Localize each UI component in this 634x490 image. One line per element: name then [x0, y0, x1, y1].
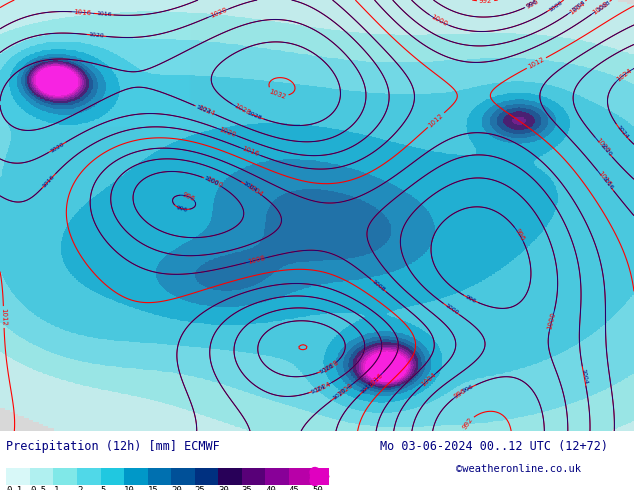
Text: 1012: 1012 — [527, 56, 546, 70]
Text: 0.5: 0.5 — [30, 487, 46, 490]
Text: 1016: 1016 — [241, 146, 260, 158]
Text: 996: 996 — [462, 384, 475, 393]
Text: 1000: 1000 — [430, 14, 448, 27]
Text: 1016: 1016 — [96, 11, 112, 17]
Text: 0.1: 0.1 — [6, 487, 22, 490]
Bar — [242, 467, 266, 485]
Text: 1000: 1000 — [444, 303, 459, 316]
Text: 1016: 1016 — [366, 371, 384, 389]
Text: 10: 10 — [124, 487, 135, 490]
Text: 1012: 1012 — [1, 308, 7, 326]
Text: 1004: 1004 — [420, 372, 437, 388]
Text: 1016: 1016 — [42, 173, 56, 188]
Text: 1016: 1016 — [359, 381, 374, 395]
Bar — [266, 467, 289, 485]
Bar — [171, 467, 195, 485]
Bar — [77, 467, 101, 485]
Text: 1024: 1024 — [616, 124, 629, 140]
Text: 996: 996 — [526, 0, 539, 9]
Text: 996: 996 — [175, 205, 188, 213]
Text: 5: 5 — [101, 487, 106, 490]
Text: 992: 992 — [479, 0, 492, 4]
Text: 996: 996 — [464, 294, 477, 304]
Text: 1020: 1020 — [217, 126, 236, 138]
Text: 1008: 1008 — [247, 255, 266, 265]
Text: 1008: 1008 — [595, 0, 611, 12]
Text: 1000: 1000 — [204, 175, 219, 187]
Text: 1024: 1024 — [197, 104, 215, 117]
Text: 2: 2 — [77, 487, 82, 490]
Text: 1028: 1028 — [321, 359, 340, 374]
Bar — [6, 467, 30, 485]
Text: 1: 1 — [53, 487, 59, 490]
Text: 1000: 1000 — [205, 176, 224, 189]
Text: 1020: 1020 — [332, 388, 347, 401]
Text: 1004: 1004 — [242, 181, 258, 194]
Text: 1016: 1016 — [597, 170, 612, 188]
Text: 1020: 1020 — [598, 142, 612, 157]
Text: 1016: 1016 — [74, 9, 92, 16]
Text: 15: 15 — [148, 487, 158, 490]
Bar — [195, 467, 218, 485]
Text: 20: 20 — [171, 487, 182, 490]
Bar — [148, 467, 171, 485]
Bar — [53, 467, 77, 485]
Bar — [218, 467, 242, 485]
Text: 1024: 1024 — [195, 104, 212, 115]
Text: Precipitation (12h) [mm] ECMWF: Precipitation (12h) [mm] ECMWF — [6, 440, 220, 453]
Text: 992: 992 — [462, 416, 474, 431]
Text: 1020: 1020 — [336, 382, 354, 398]
Text: 996: 996 — [514, 227, 526, 242]
Bar — [289, 467, 313, 485]
Text: ©weatheronline.co.uk: ©weatheronline.co.uk — [456, 464, 581, 473]
Text: 1008: 1008 — [371, 279, 386, 293]
Text: 1020: 1020 — [89, 32, 105, 39]
Text: 1000: 1000 — [548, 0, 564, 12]
Text: 1024: 1024 — [310, 384, 327, 394]
Bar — [124, 467, 148, 485]
Text: 40: 40 — [266, 487, 276, 490]
Text: 1024: 1024 — [615, 67, 633, 82]
Text: 1004: 1004 — [571, 0, 586, 13]
Text: 1024: 1024 — [313, 381, 332, 394]
Text: 1012: 1012 — [427, 112, 444, 128]
Text: 45: 45 — [289, 487, 300, 490]
Text: 996: 996 — [181, 191, 196, 202]
Text: 1028: 1028 — [318, 363, 335, 375]
Text: 1020: 1020 — [49, 141, 65, 153]
Text: 1000: 1000 — [547, 312, 557, 330]
Text: 996: 996 — [453, 388, 467, 400]
Text: 1020: 1020 — [209, 7, 228, 19]
Text: 30: 30 — [218, 487, 229, 490]
Text: 1032: 1032 — [268, 88, 287, 100]
Text: 50: 50 — [313, 487, 323, 490]
Text: 1008: 1008 — [592, 0, 610, 16]
Text: 1028: 1028 — [233, 103, 251, 116]
Text: Mo 03-06-2024 00..12 UTC (12+72): Mo 03-06-2024 00..12 UTC (12+72) — [380, 440, 609, 453]
Text: 25: 25 — [195, 487, 205, 490]
Bar — [30, 467, 53, 485]
Text: 1020: 1020 — [594, 137, 611, 154]
Text: 1004: 1004 — [245, 183, 264, 197]
Text: 1004: 1004 — [568, 0, 586, 16]
Text: 1004: 1004 — [580, 368, 588, 384]
Bar — [313, 467, 329, 485]
Text: 1016: 1016 — [600, 175, 614, 191]
Bar — [101, 467, 124, 485]
Text: 996: 996 — [525, 0, 540, 10]
Text: 35: 35 — [242, 487, 252, 490]
Text: 1028: 1028 — [246, 110, 262, 121]
